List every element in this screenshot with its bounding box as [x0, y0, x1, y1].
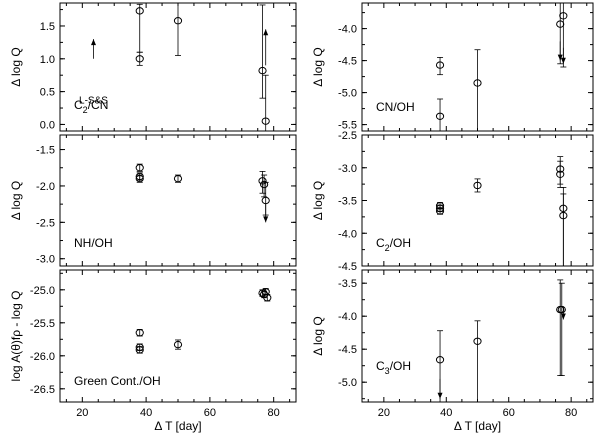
y-tick-label: -2.5 [338, 130, 357, 142]
data-point [556, 20, 565, 28]
y-axis-label: Δ log Q [9, 47, 23, 86]
x-tick-label: 20 [378, 407, 390, 419]
data-point [135, 174, 144, 183]
limit-arrow-head [263, 216, 269, 223]
data-point [559, 12, 568, 20]
y-tick-label: -5.5 [338, 120, 357, 132]
y-tick-label: -25.5 [30, 318, 55, 330]
panel-cnoh: -5.5 -5.0 -4.5 -4.0 Δ log Q CN/OH [311, 2, 594, 132]
y-tick-label: -4.0 [338, 228, 357, 240]
data-point [261, 196, 270, 205]
panel-label: Green Cont./OH [74, 374, 161, 388]
y-tick-label: 1.5 [40, 21, 55, 33]
y-tick-label: 0.5 [40, 87, 55, 99]
y-tick-label: -4.5 [338, 56, 357, 68]
data-point [135, 329, 144, 337]
limit-arrow-head [90, 39, 96, 46]
y-tick-label: -25.0 [30, 285, 55, 297]
data-point [473, 79, 482, 87]
data-point [135, 164, 144, 172]
panel-label: NH/OH [74, 236, 113, 250]
data-point [435, 112, 445, 120]
y-tick-label: -4.5 [338, 344, 357, 356]
data-point [173, 174, 183, 183]
data-point [435, 61, 445, 69]
data-point [261, 117, 270, 125]
panel-green: 20 40 60 80 -26.5 -26.0 -25.5 -25.0 log A(θ)fρ -… [9, 269, 297, 433]
annotation-label: L-S&S [79, 96, 108, 107]
x-axis-label: Δ T [day] [454, 419, 501, 433]
y-tick-label: -4.5 [338, 261, 357, 273]
panel-c3oh: 20 40 60 80 -5.0 -4.5 -4.0 -3.5 Δ log Q Δ T [day]… [311, 269, 594, 433]
x-tick-label: 60 [503, 407, 515, 419]
data-point [559, 211, 568, 220]
y-tick-label: -26.0 [30, 351, 55, 363]
panel-label: C3/OH [376, 359, 411, 376]
y-tick-label: -4.0 [338, 311, 357, 323]
x-tick-label: 80 [268, 407, 280, 419]
y-axis-label: Δ log Q [311, 181, 325, 220]
y-axis-label: Δ log Q [9, 181, 23, 220]
data-point [435, 356, 445, 364]
y-tick-label: -3.0 [338, 163, 357, 175]
x-tick-label: 80 [565, 407, 577, 419]
panel-label: C2/OH [376, 236, 411, 253]
y-tick-label: -4.0 [338, 24, 357, 36]
y-tick-label: 0.0 [40, 119, 55, 131]
y-tick-label: -3.5 [338, 278, 357, 290]
data-point [258, 66, 267, 75]
data-point [473, 337, 482, 345]
y-tick-label: -2.0 [36, 181, 55, 193]
data-point [258, 177, 267, 185]
x-axis-label: Δ T [day] [154, 419, 201, 433]
data-point [135, 346, 144, 354]
panel-c2cn: 0.0 0.5 1.0 1.5 Δ log Q C2/CNL-S&S [9, 2, 297, 132]
x-tick-label: 60 [204, 407, 216, 419]
y-tick-label: -3.0 [36, 254, 55, 266]
x-tick-label: 20 [76, 407, 88, 419]
data-point [135, 55, 144, 63]
y-axis-label: log A(θ)fρ - log Q [9, 291, 23, 382]
data-point [473, 181, 482, 190]
y-axis-label: Δ log Q [311, 47, 325, 86]
x-tick-label: 40 [440, 407, 452, 419]
y-tick-label: -5.0 [338, 88, 357, 100]
panel-label: C2/CN [74, 98, 108, 115]
panel-c2oh: -4.5 -4.0 -3.5 -3.0 -2.5 Δ log Q C2/OH [311, 130, 594, 273]
data-point [135, 7, 144, 15]
y-axis-label: Δ log Q [311, 316, 325, 355]
y-tick-label: -2.5 [36, 217, 55, 229]
data-point [557, 305, 566, 314]
data-point [173, 340, 183, 349]
data-point [556, 170, 565, 179]
y-tick-label: 1.0 [40, 54, 55, 66]
y-tick-label: -26.5 [30, 384, 55, 396]
y-tick-label: -1.5 [36, 145, 55, 157]
limit-arrow-head [263, 29, 269, 36]
x-tick-label: 40 [140, 407, 152, 419]
panel-label: CN/OH [376, 100, 415, 114]
panel-nhoh: -3.0 -2.5 -2.0 -1.5 Δ log Q NH/OH [9, 134, 297, 267]
data-point [263, 294, 272, 302]
y-tick-label: -3.5 [338, 196, 357, 208]
data-point [435, 207, 445, 215]
y-tick-label: -5.0 [338, 377, 357, 389]
data-point [260, 180, 269, 189]
data-point [173, 17, 183, 25]
